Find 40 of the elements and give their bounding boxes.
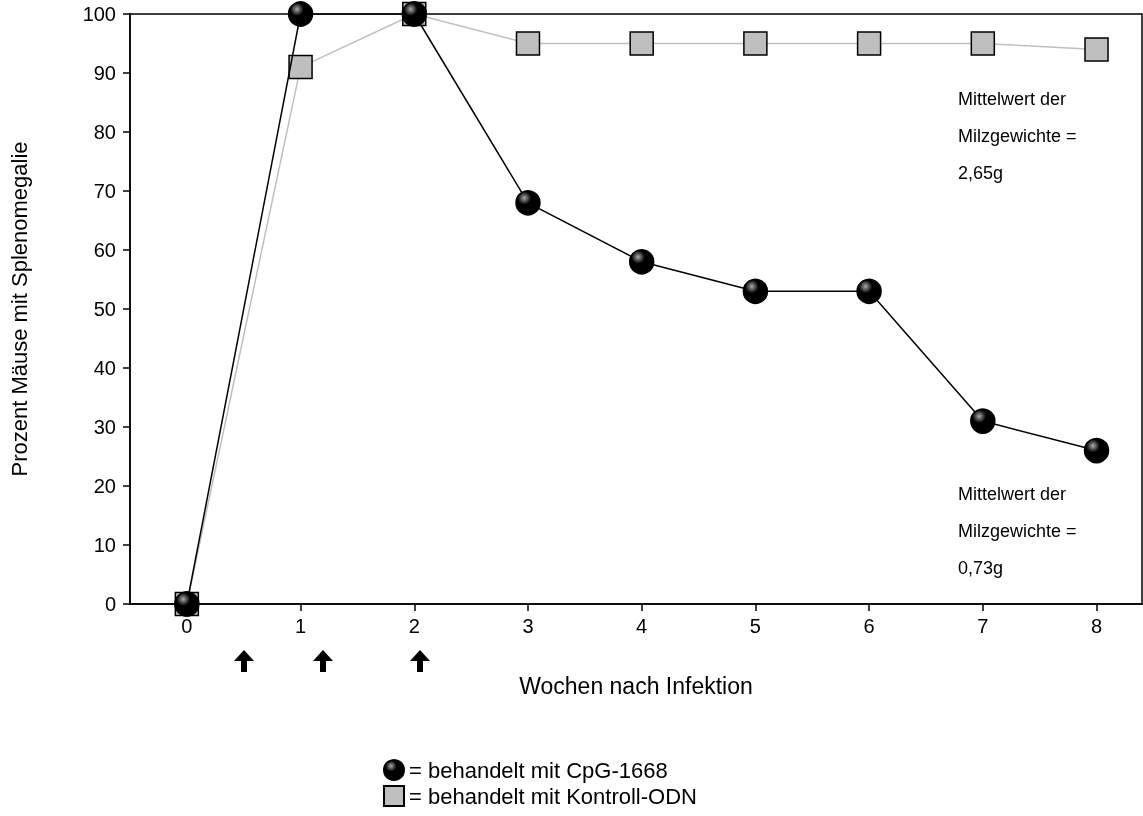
point — [856, 31, 882, 56]
point — [1083, 437, 1110, 464]
y-tick-label: 20 — [93, 475, 116, 497]
y-tick-label: 10 — [93, 534, 116, 556]
point — [515, 190, 541, 216]
y-tick-label: 40 — [93, 357, 116, 379]
y-tick-label: 0 — [104, 593, 116, 615]
legend-label: = behandelt mit Kontroll-ODN — [409, 783, 697, 809]
x-tick-label: 2 — [408, 615, 420, 637]
x-tick-label: 6 — [863, 615, 875, 637]
point — [743, 31, 768, 56]
x-tick-label: 3 — [522, 615, 534, 637]
y-tick-label: 70 — [93, 180, 116, 202]
point — [628, 249, 655, 275]
point — [970, 408, 996, 434]
y-tick-label: 30 — [93, 416, 116, 438]
x-tick-label: 4 — [636, 615, 648, 637]
x-tick-label: 5 — [749, 615, 761, 637]
y-tick-label: 50 — [93, 298, 116, 320]
point — [970, 31, 996, 56]
legend-label: = behandelt mit CpG-1668 — [409, 757, 668, 783]
point — [515, 31, 541, 56]
x-tick-label: 7 — [977, 615, 989, 637]
point — [856, 278, 882, 305]
point — [288, 54, 313, 80]
x-axis-title: Wochen nach Infektion — [519, 672, 753, 699]
y-tick-label: 90 — [93, 62, 116, 84]
point — [287, 1, 314, 27]
y-tick-label: 100 — [82, 3, 116, 25]
x-tick-label: 8 — [1090, 615, 1103, 637]
annotation: Mittelwert der Milzgewichte = 0,73g — [958, 483, 1077, 578]
x-tick-label: 1 — [295, 615, 307, 637]
x-tick-label: 0 — [181, 615, 193, 637]
point — [1084, 37, 1109, 62]
y-axis-title: Prozent Mäuse mit Splenomegalie — [6, 141, 32, 477]
y-tick-label: 80 — [93, 121, 116, 143]
point — [742, 278, 769, 305]
point — [629, 31, 654, 56]
y-tick-label: 60 — [93, 239, 116, 261]
annotation: Mittelwert der Milzgewichte = 2,65g — [958, 88, 1077, 183]
